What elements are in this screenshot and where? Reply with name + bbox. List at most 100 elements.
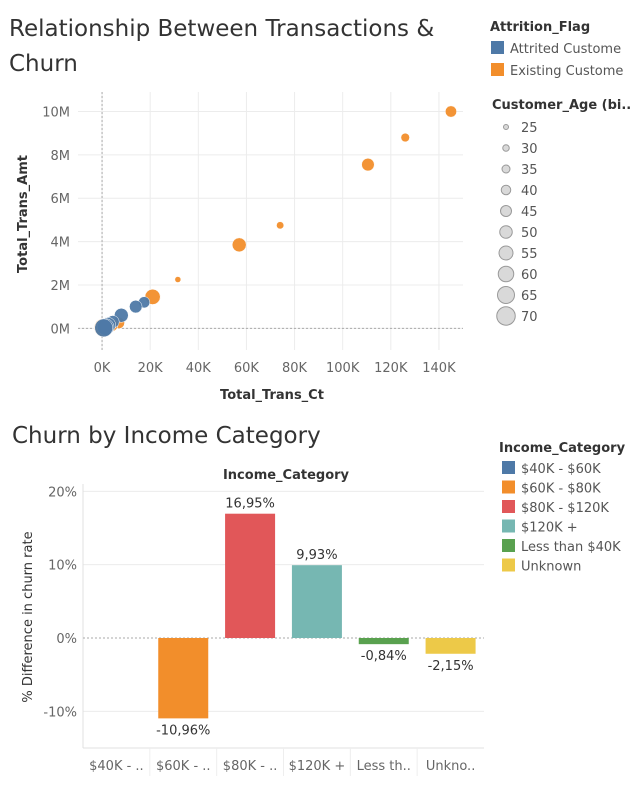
bar-axes xyxy=(82,484,484,776)
bar-category-label: $60K - .. xyxy=(156,759,211,774)
scatter-chart-title: Relationship Between Transactions & Chur… xyxy=(9,16,435,77)
scatter-y-axis-title: Total_Trans_Amt xyxy=(16,155,31,273)
bar-chart-title: Churn by Income Category xyxy=(12,423,321,449)
scatter-x-tick-label: 100K xyxy=(326,361,360,376)
bar-category-label: $120K + xyxy=(289,759,346,774)
scatter-axes xyxy=(78,92,463,350)
age-legend-label: 40 xyxy=(521,184,538,199)
age-legend-circle xyxy=(500,184,512,196)
age-legend-label: 45 xyxy=(521,205,538,220)
age-legend-circle xyxy=(499,225,513,239)
bar-rect xyxy=(158,638,209,719)
income-legend-label: $80K - $120K xyxy=(521,501,609,516)
attrition-legend-label: Attrited Custome xyxy=(510,42,621,57)
income-legend-label: $120K + xyxy=(521,521,578,536)
scatter-point xyxy=(94,318,113,338)
bar-category-labels: $40K - .. $60K - .. $80K - .. $120K + Less t… xyxy=(89,759,475,774)
age-legend-label: 35 xyxy=(521,163,538,178)
scatter-chart: 0K 20K 40K 60K 80K 100K 120K 140K 0M 2M 4M 6M 8M 10M… xyxy=(16,92,463,403)
age-legend-circle xyxy=(503,124,509,130)
scatter-y-tick-labels: 0M 2M 4M 6M 8M 10M xyxy=(42,106,70,338)
scatter-y-tick-label: 10M xyxy=(42,106,70,121)
bar-y-tick-label: 10% xyxy=(48,559,77,574)
scatter-point xyxy=(129,300,143,314)
bar-y-axis-title: % Difference in churn rate xyxy=(21,531,36,702)
scatter-points xyxy=(94,105,457,338)
scatter-y-tick-label: 0M xyxy=(51,322,71,337)
bar-chart: Income_Category -10% 0% 10% 20% -10,96% 16,9… xyxy=(21,468,484,776)
scatter-point xyxy=(445,105,457,118)
income-legend-label: Less than $40K xyxy=(521,540,621,555)
age-legend-circle xyxy=(500,205,512,217)
income-legend-swatch xyxy=(502,558,515,572)
age-legend-label: 25 xyxy=(521,121,538,136)
age-legend-label: 65 xyxy=(521,289,538,304)
scatter-point xyxy=(276,221,285,230)
attrition-legend: Attrition_Flag Attrited Custome Existing … xyxy=(490,20,623,79)
scatter-y-tick-label: 2M xyxy=(51,279,71,294)
income-legend-swatch xyxy=(502,539,515,552)
income-legend-label: Unknown xyxy=(521,560,581,575)
income-legend-label: $60K - $80K xyxy=(521,482,601,497)
attrition-legend-swatch xyxy=(491,41,504,54)
age-legend-circle xyxy=(496,306,516,326)
bar-rect xyxy=(425,638,476,654)
bar-gridlines xyxy=(83,490,484,712)
scatter-x-tick-label: 40K xyxy=(186,361,212,376)
scatter-x-axis-title: Total_Trans_Ct xyxy=(220,388,324,403)
bar-category-label: $40K - .. xyxy=(89,759,144,774)
bar-column-header: Income_Category xyxy=(223,468,350,483)
scatter-x-tick-label: 60K xyxy=(234,361,260,376)
bar-data-label: 9,93% xyxy=(296,548,337,563)
age-legend-label: 50 xyxy=(521,226,538,241)
income-legend-swatch xyxy=(502,500,515,513)
age-legend-circle xyxy=(502,144,510,152)
age-legend-circle xyxy=(498,245,514,261)
bar-rect xyxy=(225,513,276,638)
age-legend-label: 55 xyxy=(521,247,538,262)
bar-rect xyxy=(358,638,409,645)
scatter-point xyxy=(231,237,247,253)
bar-data-label: -0,84% xyxy=(361,649,407,664)
bar-data-labels: -10,96% 16,95% 9,93% -0,84% -2,15% xyxy=(156,497,473,739)
income-legend-title: Income_Category xyxy=(499,441,626,456)
scatter-x-tick-label: 20K xyxy=(138,361,164,376)
bar-category-label: $80K - .. xyxy=(223,759,278,774)
bar-data-label: -2,15% xyxy=(428,659,474,674)
bar-data-label: 16,95% xyxy=(225,497,275,512)
income-legend-swatch xyxy=(502,480,515,494)
bar-y-tick-label: 0% xyxy=(56,632,77,647)
scatter-x-tick-label: 0K xyxy=(94,361,111,376)
scatter-y-tick-label: 4M xyxy=(51,236,71,251)
scatter-x-tick-label: 80K xyxy=(282,361,308,376)
income-legend: Income_Category $40K - $60K $60K - $80K $8… xyxy=(499,441,626,575)
age-legend-circle xyxy=(497,286,515,304)
scatter-point xyxy=(361,158,375,172)
age-legend-circle xyxy=(501,164,511,174)
scatter-x-tick-label: 120K xyxy=(374,361,408,376)
scatter-x-tick-label: 140K xyxy=(422,361,456,376)
bar-rects xyxy=(158,513,476,719)
attrition-legend-title: Attrition_Flag xyxy=(490,20,590,35)
age-size-legend: Customer_Age (bi.. 25 30 35 40 45 50 55 60 65 70 xyxy=(492,98,631,326)
age-legend-label: 30 xyxy=(521,142,538,157)
scatter-point xyxy=(174,276,182,283)
age-legend-label: 60 xyxy=(521,268,538,283)
scatter-point xyxy=(400,132,410,143)
bar-y-tick-label: -10% xyxy=(43,705,77,720)
attrition-legend-swatch xyxy=(491,63,504,76)
scatter-y-tick-label: 6M xyxy=(51,192,71,207)
age-legend-label: 70 xyxy=(521,310,538,325)
income-legend-swatch xyxy=(502,519,515,533)
bar-rect xyxy=(291,565,342,638)
income-legend-swatch xyxy=(502,461,515,474)
scatter-y-tick-label: 8M xyxy=(51,149,71,164)
bar-data-label: -10,96% xyxy=(156,723,210,738)
income-legend-label: $40K - $60K xyxy=(521,462,601,477)
bar-category-label: Unkno.. xyxy=(426,759,476,774)
bar-category-label: Less th.. xyxy=(357,759,411,774)
age-legend-circle xyxy=(497,265,515,283)
scatter-x-tick-labels: 0K 20K 40K 60K 80K 100K 120K 140K xyxy=(94,361,456,376)
bar-y-tick-label: 20% xyxy=(48,485,77,500)
